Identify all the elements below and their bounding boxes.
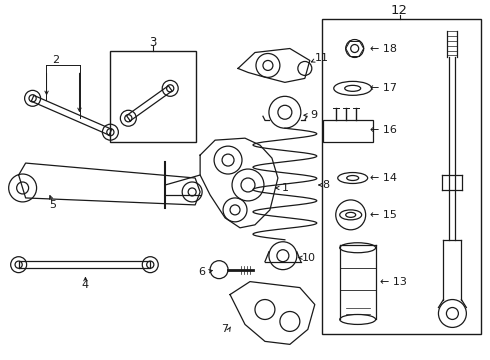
- Bar: [322, 19, 481, 334]
- Text: 8: 8: [322, 180, 329, 190]
- Bar: [110, 50, 196, 142]
- Text: ← 13: ← 13: [380, 276, 407, 287]
- Text: 11: 11: [315, 54, 329, 63]
- Text: 4: 4: [82, 280, 89, 289]
- Text: 12: 12: [391, 4, 408, 17]
- Text: 6: 6: [198, 267, 205, 276]
- Text: ← 17: ← 17: [369, 84, 396, 93]
- Polygon shape: [230, 282, 315, 345]
- Text: 3: 3: [149, 36, 157, 49]
- Bar: [323, 120, 372, 142]
- Text: 5: 5: [49, 200, 56, 210]
- Text: 9: 9: [310, 110, 317, 120]
- Polygon shape: [19, 163, 200, 205]
- Text: 10: 10: [302, 253, 316, 263]
- Polygon shape: [200, 138, 278, 228]
- Text: ← 14: ← 14: [369, 173, 396, 183]
- Polygon shape: [238, 49, 310, 82]
- Text: 1: 1: [282, 183, 289, 193]
- Text: ← 18: ← 18: [369, 44, 396, 54]
- Text: 7: 7: [221, 324, 228, 334]
- Text: ← 15: ← 15: [369, 210, 396, 220]
- Text: ← 16: ← 16: [369, 125, 396, 135]
- Text: 2: 2: [52, 55, 59, 66]
